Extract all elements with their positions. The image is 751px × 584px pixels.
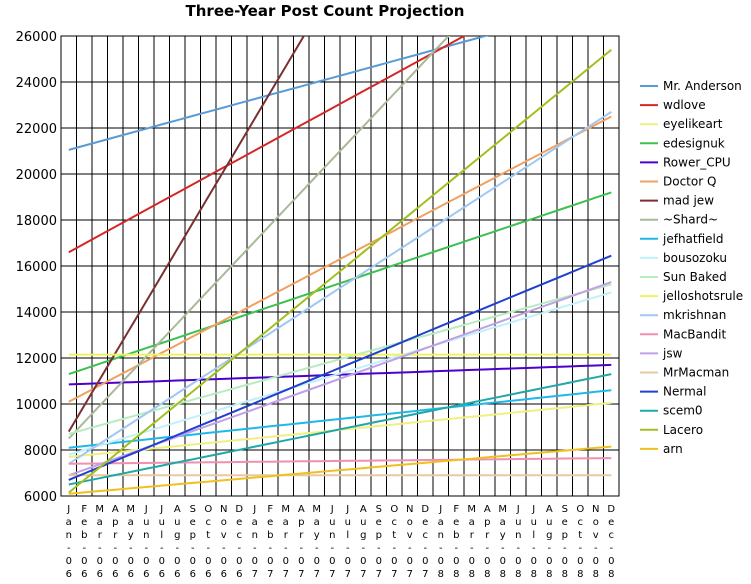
series-line-10	[68, 283, 612, 435]
legend-label: Nermal	[663, 385, 706, 399]
y-tick-label: 10000	[16, 398, 57, 413]
legend-label: eyelikeart	[663, 117, 723, 131]
series-line-8	[68, 389, 612, 449]
legend: Mr. Anderson wdlove eyelikeart edesignuk Row…	[637, 74, 748, 460]
legend-label: edesignuk	[663, 136, 725, 150]
series-lines	[67, 36, 612, 495]
series-line-17	[68, 373, 612, 486]
series-line-1	[68, 36, 467, 254]
series-line-9	[68, 291, 612, 456]
y-tick-label: 26000	[16, 30, 57, 45]
legend-label: Sun Baked	[663, 270, 727, 284]
legend-label: MrMacman	[663, 366, 729, 380]
legend-label: bousozoku	[663, 251, 727, 265]
y-tick-label: 8000	[24, 444, 57, 459]
legend-label: jelloshotsrule	[662, 289, 743, 303]
y-tick-label: 22000	[16, 122, 57, 137]
legend-label: jefhatfield	[662, 232, 724, 246]
series-line-13	[68, 457, 612, 465]
legend-label: Mr. Anderson	[663, 79, 742, 93]
legend-label: mkrishnan	[663, 308, 726, 322]
series-line-16	[68, 254, 612, 481]
series-line-7	[68, 36, 450, 440]
y-tick-label: 24000	[16, 76, 57, 91]
series-line-0	[68, 36, 489, 151]
legend-box	[637, 74, 748, 460]
y-tick-label: 14000	[16, 306, 57, 321]
y-tick-label: 20000	[16, 168, 57, 183]
chart-title: Three-Year Post Count Projection	[185, 2, 465, 20]
legend-label: Lacero	[663, 423, 703, 437]
legend-label: ~Shard~	[663, 213, 718, 227]
legend-label: wdlove	[663, 98, 706, 112]
legend-label: mad jew	[663, 194, 714, 208]
y-tick-label: 16000	[16, 260, 57, 275]
series-line-6	[67, 36, 306, 433]
series-line-18	[68, 49, 612, 494]
y-axis-ticks: 6000 8000 10000 12000 14000 16000 18000 20000 22…	[16, 30, 57, 505]
legend-label: scem0	[663, 404, 703, 418]
y-tick-label: 12000	[16, 352, 57, 367]
series-line-4	[68, 363, 612, 386]
series-line-19	[68, 445, 612, 495]
y-tick-label: 6000	[24, 490, 57, 505]
legend-label: Rower_CPU	[663, 155, 731, 169]
legend-label: arn	[663, 442, 683, 456]
legend-label: Doctor Q	[663, 175, 716, 189]
series-line-12	[68, 111, 612, 465]
y-tick-label: 18000	[16, 214, 57, 229]
legend-label: jsw	[662, 346, 683, 360]
legend-label: MacBandit	[663, 327, 726, 341]
